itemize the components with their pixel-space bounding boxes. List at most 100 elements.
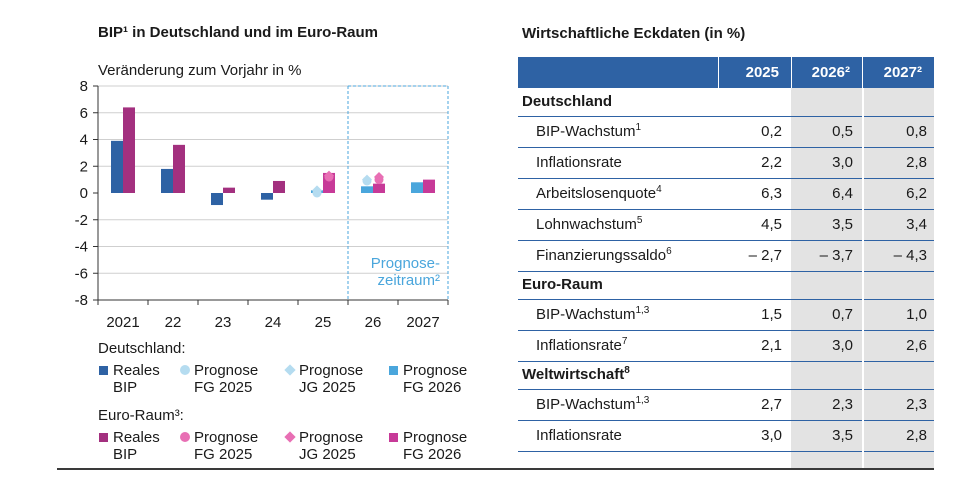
legend-label-line1: Prognose <box>194 362 259 379</box>
x-tick-label: 24 <box>265 314 282 331</box>
legend-label-line2: BIP <box>113 446 138 463</box>
legend-label-line2: JG 2025 <box>299 446 356 463</box>
legend-header-euro-raum: Euro-Raum³: <box>98 407 184 424</box>
row-label: Lohnwachstum5 <box>536 209 642 240</box>
x-tick-label: 23 <box>215 314 232 331</box>
cell-value: 3,0 <box>761 427 782 444</box>
table-row: Inflationsrate7 2,1 3,0 2,6 <box>518 330 934 361</box>
legend-dot-swatch <box>179 362 191 379</box>
legend-label-line1: Prognose <box>299 362 364 379</box>
row-label: Inflationsrate7 <box>536 330 627 361</box>
legend-label-line1: Reales <box>113 429 160 446</box>
row-divider <box>518 147 934 148</box>
x-tick-label: 2021 <box>106 314 139 331</box>
bar-ea-reales-bip <box>123 107 135 193</box>
legend-label-line2: BIP <box>113 379 138 396</box>
y-tick-label: -2 <box>75 212 88 229</box>
row-label: Inflationsrate <box>536 420 622 451</box>
table-header-year-1: 2025 <box>719 57 791 88</box>
bottom-rule <box>57 468 934 470</box>
y-tick-label: 2 <box>80 158 88 175</box>
legend-diamond-swatch <box>284 429 296 446</box>
cell-value: 1,5 <box>761 306 782 323</box>
chart-subtitle: Veränderung zum Vorjahr in % <box>98 62 302 79</box>
table-header-year-2: 2026² <box>792 57 862 88</box>
row-divider <box>518 271 934 272</box>
row-divider <box>518 299 934 300</box>
cell-value: 3,4 <box>906 216 927 233</box>
cell-value: 2,8 <box>906 154 927 171</box>
legend-label-line2: FG 2026 <box>403 379 462 396</box>
cell-value: 1,0 <box>906 306 927 323</box>
cell-value: 3,5 <box>832 427 853 444</box>
footnote-marker: 1,3 <box>635 305 650 316</box>
row-label: Arbeitslosenquote4 <box>536 178 662 209</box>
footnote-marker: 7 <box>621 336 628 347</box>
section-weltwirtschaft: Weltwirtschaft8 <box>518 361 788 389</box>
y-tick-label: -4 <box>75 239 88 256</box>
section-title: Deutschland <box>522 93 613 110</box>
row-divider <box>518 451 934 452</box>
cell-value: – 3,7 <box>819 247 853 264</box>
forecast-label: zeitraum² <box>377 272 440 289</box>
legend-dot-swatch <box>179 429 191 446</box>
legend-diamond-swatch <box>284 362 296 379</box>
cell-value: 0,2 <box>761 123 782 140</box>
cell-value: 0,7 <box>832 306 853 323</box>
column-separator <box>862 88 864 469</box>
table-header-row: 2025 2026² 2027² <box>518 57 934 88</box>
x-tick-label: 25 <box>315 314 332 331</box>
row-label-text: Lohnwachstum <box>536 216 637 233</box>
row-divider <box>518 420 934 421</box>
cell-value: 2,6 <box>906 337 927 354</box>
row-label-text: BIP-Wachstum <box>536 396 636 413</box>
legend-label-line1: Reales <box>113 362 160 379</box>
cell-value: 2,7 <box>761 396 782 413</box>
footnote-marker: 5 <box>636 215 643 226</box>
section-euro-raum: Euro-Raum <box>518 271 788 299</box>
table-header-label-cell <box>518 57 718 88</box>
bar-chart: 8 6 4 2 0 -2 -4 -6 -8 Prognose-zeitraum² 2021 22 23 2… <box>75 78 449 331</box>
cell-value: 3,5 <box>832 216 853 233</box>
cell-value: 2,3 <box>832 396 853 413</box>
bar-de-reales-bip <box>111 140 123 193</box>
bar-de-reales-bip <box>261 193 273 200</box>
row-divider <box>518 330 934 331</box>
row-divider <box>518 116 934 117</box>
legend-label-line1: Prognose <box>403 429 468 446</box>
bar-de-reales-bip <box>211 193 223 206</box>
legend-label-line1: Prognose <box>403 362 468 379</box>
row-label: BIP-Wachstum1,3 <box>536 299 649 330</box>
cell-value: 0,8 <box>906 123 927 140</box>
cell-value: 2,3 <box>906 396 927 413</box>
legend-header-deutschland: Deutschland: <box>98 340 186 357</box>
legend-label-line2: FG 2025 <box>194 446 253 463</box>
footnote-marker: 1,3 <box>635 395 650 406</box>
marker-ea-prognose-jg2025 <box>324 170 334 181</box>
cell-value: 6,3 <box>761 185 782 202</box>
row-label: BIP-Wachstum1,3 <box>536 389 649 420</box>
table-title: Wirtschaftliche Eckdaten (in %) <box>522 25 746 42</box>
row-label-text: Inflationsrate <box>536 337 622 354</box>
y-tick-label: 6 <box>80 105 88 122</box>
section-deutschland: Deutschland <box>518 88 788 116</box>
legend-square-swatch <box>98 362 110 379</box>
row-label-text: BIP-Wachstum <box>536 306 636 323</box>
table-row: Arbeitslosenquote4 6,3 6,4 6,2 <box>518 178 934 209</box>
legend-label-line2: FG 2026 <box>403 446 462 463</box>
cell-value: 3,0 <box>832 154 853 171</box>
table-row: BIP-Wachstum1,3 2,7 2,3 2,3 <box>518 389 934 420</box>
cell-value: – 4,3 <box>893 247 927 264</box>
legend-label-line1: Prognose <box>299 429 364 446</box>
table-row: Lohnwachstum5 4,5 3,5 3,4 <box>518 209 934 240</box>
legend-square-swatch <box>388 429 400 446</box>
bar-ea-reales-bip <box>273 180 285 193</box>
row-label: BIP-Wachstum1 <box>536 116 641 147</box>
cell-value: 6,2 <box>906 185 927 202</box>
section-title: Euro-Raum <box>522 276 603 293</box>
bar-ea-reales-bip <box>173 144 185 193</box>
chart-title: BIP¹ in Deutschland und im Euro-Raum <box>98 24 379 41</box>
marker-de-prognose-jg2025 <box>362 174 372 185</box>
legend-label-line1: Prognose <box>194 429 259 446</box>
bar-ea-reales-bip <box>223 187 235 193</box>
